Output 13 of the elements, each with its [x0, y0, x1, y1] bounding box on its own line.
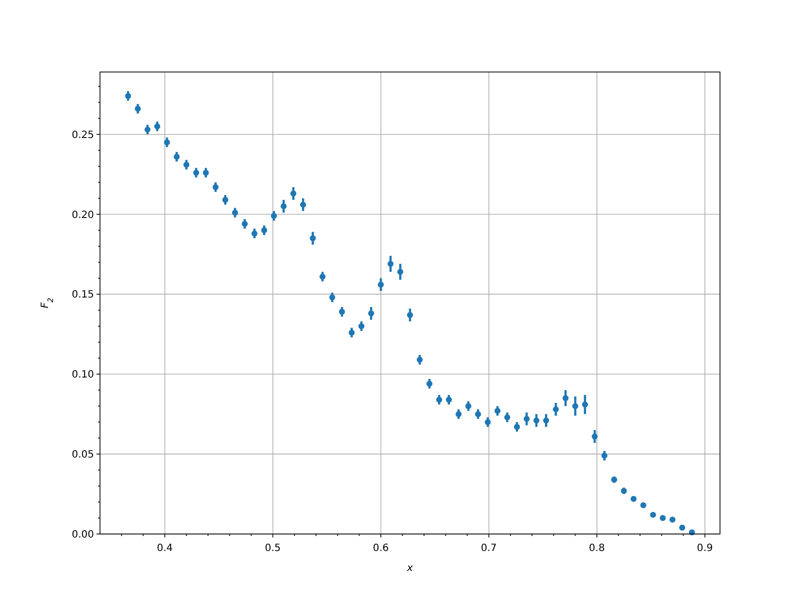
y-tick-label: 0.00	[72, 530, 94, 540]
x-tick-label: 0.7	[480, 543, 497, 554]
y-tick-label: 0.10	[72, 370, 94, 381]
x-tick-label: 0.9	[696, 543, 713, 554]
y-tick-label: 0.20	[72, 210, 94, 221]
x-tick-label: 0.5	[264, 543, 281, 554]
x-axis-title: x	[406, 563, 414, 574]
x-tick-label: 0.4	[156, 543, 173, 554]
x-tick-label: 0.6	[372, 543, 389, 554]
x-tick-label: 0.8	[588, 543, 605, 554]
y-tick-label: 0.15	[72, 290, 94, 301]
y-tick-label: 0.05	[72, 450, 94, 461]
y-tick-label: 0.25	[72, 130, 94, 141]
